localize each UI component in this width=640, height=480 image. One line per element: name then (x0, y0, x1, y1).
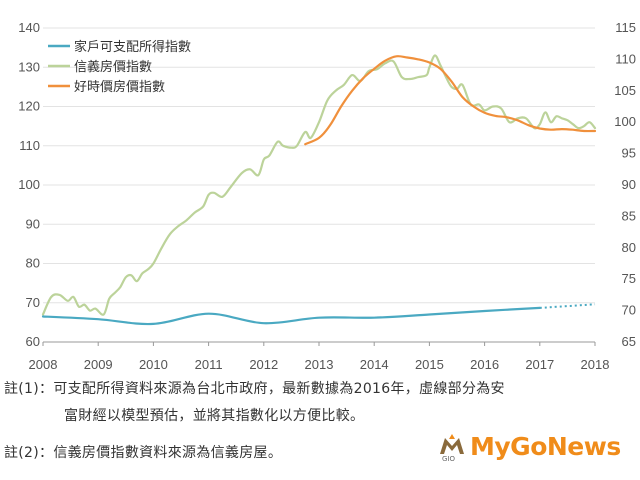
y-right-tick-label: 80 (622, 240, 636, 255)
housegoo-price-index-line (304, 55, 597, 146)
y-right-tick-label: 110 (615, 51, 636, 66)
footnote-1: 註(1)：可支配所得資料來源為台北市政府，最新數據為2016年，虛線部分為安 (4, 381, 505, 397)
legend-label: 好時價房價指數 (74, 79, 165, 95)
footnote-1-continued: 富財經以模型預估，並將其指數化以方便比較。 (64, 408, 365, 424)
y-right-tick-label: 90 (622, 177, 636, 192)
y-left-tick-label: 110 (19, 138, 40, 153)
y-right-tick-label: 65 (622, 334, 636, 349)
x-tick-label: 2010 (139, 357, 168, 372)
legend-label: 信義房價指數 (74, 59, 152, 75)
y-right-tick-label: 100 (614, 114, 636, 129)
y-left-tick-label: 140 (18, 20, 40, 35)
disposable-income-projection-line (539, 303, 596, 309)
mygonews-logo: GIO MyGoNews (436, 430, 636, 470)
x-tick-label: 2008 (29, 357, 58, 372)
y-right-tick-label: 70 (622, 303, 636, 318)
y-axis-right: 65 70 75 80 85 90 95 100 105 110 115 (614, 20, 636, 349)
y-left-tick-label: 100 (18, 177, 40, 192)
logo-tag: GIO (442, 455, 455, 463)
y-left-tick-label: 80 (26, 256, 40, 271)
y-left-tick-label: 90 (26, 216, 40, 231)
y-left-tick-label: 120 (18, 99, 40, 114)
y-left-tick-label: 130 (18, 59, 40, 74)
logo-text: MyGoNews (470, 432, 621, 461)
y-right-tick-label: 95 (622, 146, 636, 161)
x-tick-label: 2012 (249, 357, 278, 372)
footnote-2: 註(2)：信義房價指數資料來源為信義房屋。 (4, 445, 283, 461)
y-right-tick-label: 105 (614, 83, 636, 98)
x-tick-label: 2009 (84, 357, 113, 372)
x-tick-label: 2013 (305, 357, 334, 372)
x-tick-label: 2015 (415, 357, 444, 372)
y-right-tick-label: 85 (622, 208, 636, 223)
y-left-tick-label: 60 (26, 334, 40, 349)
logo-mark-icon (440, 434, 464, 454)
chart: 60 70 80 90 100 110 120 130 140 65 70 75 80 85 90 95 10… (18, 20, 636, 372)
x-axis: 2008 2009 2010 2011 2012 2013 2014 2015 2016 2017… (29, 341, 610, 372)
y-axis-left: 60 70 80 90 100 110 120 130 140 (18, 20, 40, 349)
y-right-tick-label: 75 (622, 271, 636, 286)
x-tick-label: 2018 (581, 357, 610, 372)
x-tick-label: 2016 (470, 357, 499, 372)
x-tick-label: 2017 (525, 357, 554, 372)
x-tick-label: 2014 (360, 357, 389, 372)
legend-label: 家戶可支配所得指數 (74, 39, 191, 55)
series-lines (41, 54, 597, 326)
disposable-income-line (41, 306, 541, 326)
gridlines (43, 27, 595, 343)
y-right-tick-label: 115 (615, 20, 636, 35)
y-left-tick-label: 70 (26, 295, 40, 310)
x-tick-label: 2011 (195, 357, 223, 372)
